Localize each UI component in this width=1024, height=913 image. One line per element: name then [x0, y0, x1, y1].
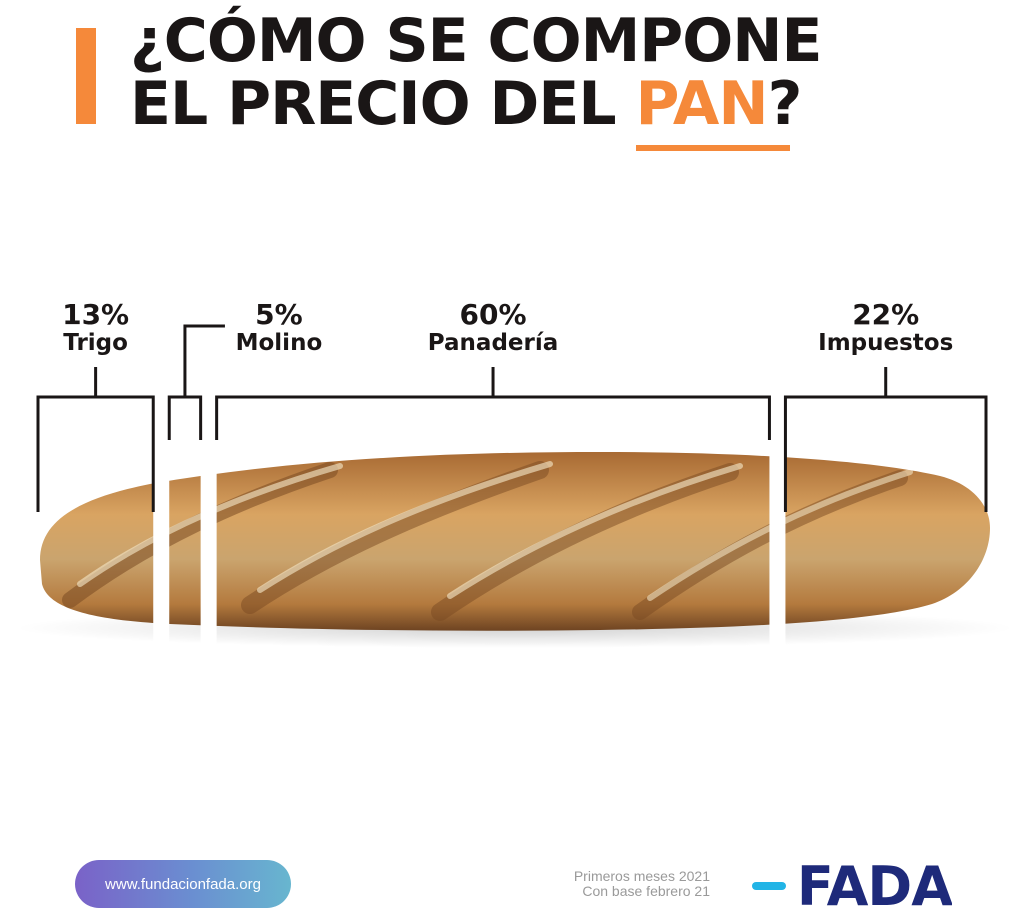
fada-logo: FADA — [752, 858, 952, 910]
segment-gap-2 — [200, 440, 217, 650]
bracket-panaderia — [215, 395, 771, 440]
segment-gap-1 — [153, 440, 170, 650]
title-line-1: ¿CÓMO SE COMPONE — [130, 6, 822, 76]
value-label-molino: 5% — [255, 298, 303, 331]
value-label-panaderia: 60% — [460, 298, 527, 331]
segment-gaps — [153, 440, 786, 650]
source-note-line-1: Primeros meses 2021 — [573, 868, 710, 884]
category-label-panaderia: Panadería — [428, 330, 558, 356]
bread-price-chart: 13%Trigo 5%Molino 60%Panadería 22%Impuestos — [15, 298, 1015, 650]
category-label-molino: Molino — [236, 330, 323, 356]
title-line-2-suffix: ? — [767, 69, 803, 139]
website-link[interactable]: www.fundacionfada.org — [75, 860, 291, 908]
value-label-trigo: 13% — [62, 298, 129, 331]
fada-logo-swoosh — [752, 882, 786, 890]
segment-gap-3 — [769, 440, 786, 650]
title-line-2-prefix: EL PRECIO DEL — [130, 69, 636, 139]
title-accent-bar — [76, 28, 96, 124]
page-title: ¿CÓMO SE COMPONE EL PRECIO DEL PAN? — [130, 10, 822, 139]
category-label-impuestos: Impuestos — [818, 330, 953, 356]
segment-labels: 13%Trigo 5%Molino 60%Panadería 22%Impuestos — [62, 298, 953, 356]
bracket-molino — [167, 395, 203, 440]
segment-brackets — [36, 324, 988, 512]
category-label-trigo: Trigo — [63, 330, 128, 356]
source-note-line-2: Con base febrero 21 — [582, 883, 710, 899]
title-underline — [636, 145, 790, 151]
source-note: Primeros meses 2021 Con base febrero 21 — [520, 869, 710, 899]
value-label-impuestos: 22% — [852, 298, 919, 331]
title-highlight-word: PAN — [635, 69, 768, 139]
leader-molino — [183, 324, 225, 397]
fada-logo-text: FADA — [797, 858, 952, 910]
